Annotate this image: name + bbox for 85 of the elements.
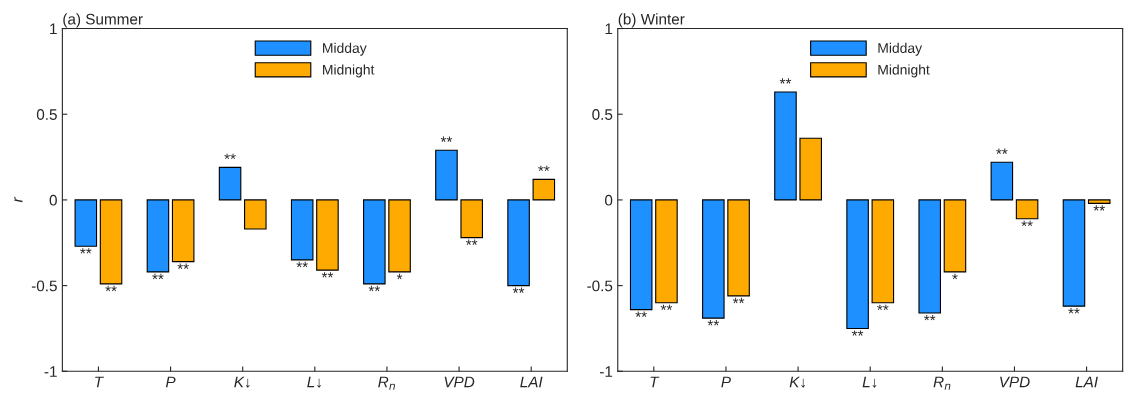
data-label: ** (321, 272, 334, 278)
x-tick-label: LAI (520, 376, 543, 388)
bar (629, 199, 653, 311)
bar (1062, 199, 1086, 307)
bar (1015, 199, 1039, 220)
x-tick-label: P (165, 376, 176, 388)
data-label: ** (732, 297, 745, 304)
x-tick-label: VPD (1000, 376, 1030, 388)
legend-label: Midnight (878, 64, 930, 78)
bar (918, 199, 942, 314)
x-tick-label: K↓ (789, 376, 805, 388)
x-tick-label: L↓ (307, 376, 321, 388)
data-label: ** (177, 263, 189, 269)
y-tick-label: 0 (605, 194, 613, 206)
data-label: ** (368, 285, 381, 292)
bar (799, 137, 822, 201)
bar (435, 149, 458, 201)
y-tick-label: -0.5 (31, 280, 57, 292)
bar (74, 199, 98, 247)
bar (702, 199, 725, 319)
bar (218, 166, 242, 201)
legend-label: Midnight (323, 64, 375, 78)
data-label: ** (296, 261, 308, 268)
data-label: ** (152, 273, 164, 280)
y-tick-label: 0.5 (592, 109, 613, 120)
y-axis-title: r (14, 196, 23, 203)
data-label: ** (707, 320, 720, 326)
bar (846, 199, 869, 329)
x-tick-label: VPD (444, 376, 475, 388)
bar (655, 199, 678, 304)
x-tick-label: K↓ (234, 376, 250, 388)
x-tick-label: T (650, 376, 660, 388)
data-label: ** (851, 330, 864, 336)
bar (460, 199, 483, 239)
data-label: ** (512, 287, 525, 293)
bar (532, 178, 556, 201)
x-tick-label: LAI (1075, 376, 1098, 388)
bar (146, 199, 170, 273)
bar (871, 199, 895, 304)
bar (943, 199, 967, 273)
x-tick-label: L↓ (862, 376, 877, 388)
y-tick-label: 0 (49, 194, 57, 206)
chart-title: (a) Summer (63, 13, 143, 28)
chart-title: (b) Winter (618, 13, 685, 28)
y-tick-label: -1 (44, 366, 57, 377)
legend-label: Midday (878, 42, 923, 56)
bar (507, 199, 530, 287)
data-label: ** (105, 285, 117, 292)
bar (363, 199, 386, 285)
bar (388, 199, 411, 273)
data-label: ** (538, 165, 550, 172)
x-tick-label: R$_{n}$ (933, 376, 951, 390)
data-label: ** (1093, 205, 1105, 211)
y-tick-label: -1 (599, 366, 613, 377)
data-label: ** (779, 78, 792, 84)
y-tick-label: 1 (50, 23, 57, 35)
x-tick-label: T (95, 376, 104, 388)
data-label: ** (877, 304, 889, 311)
data-label: * (952, 273, 958, 280)
bar (316, 199, 339, 271)
x-tick-label: R$_{n}$ (378, 376, 395, 390)
data-label: ** (635, 311, 647, 317)
bar (1087, 199, 1111, 204)
y-tick-label: -0.5 (587, 280, 613, 292)
y-tick-label: 1 (605, 23, 613, 35)
bar (290, 199, 314, 261)
data-label: * (396, 273, 403, 280)
data-label: ** (224, 153, 236, 160)
data-label: ** (80, 248, 92, 254)
bar (244, 199, 267, 230)
data-label: ** (1068, 308, 1080, 314)
legend-label: Midday (323, 42, 367, 56)
data-label: ** (924, 314, 936, 321)
bar (171, 199, 195, 263)
data-label: ** (466, 239, 478, 245)
bar (727, 199, 750, 297)
data-label: ** (996, 148, 1008, 154)
y-tick-label: 0.5 (36, 109, 57, 120)
bar (990, 161, 1014, 201)
bar (774, 91, 797, 201)
x-tick-label: P (721, 376, 731, 388)
data-label: ** (660, 304, 673, 311)
data-label: ** (440, 136, 453, 142)
data-label: ** (1021, 220, 1033, 227)
bar (99, 199, 123, 285)
